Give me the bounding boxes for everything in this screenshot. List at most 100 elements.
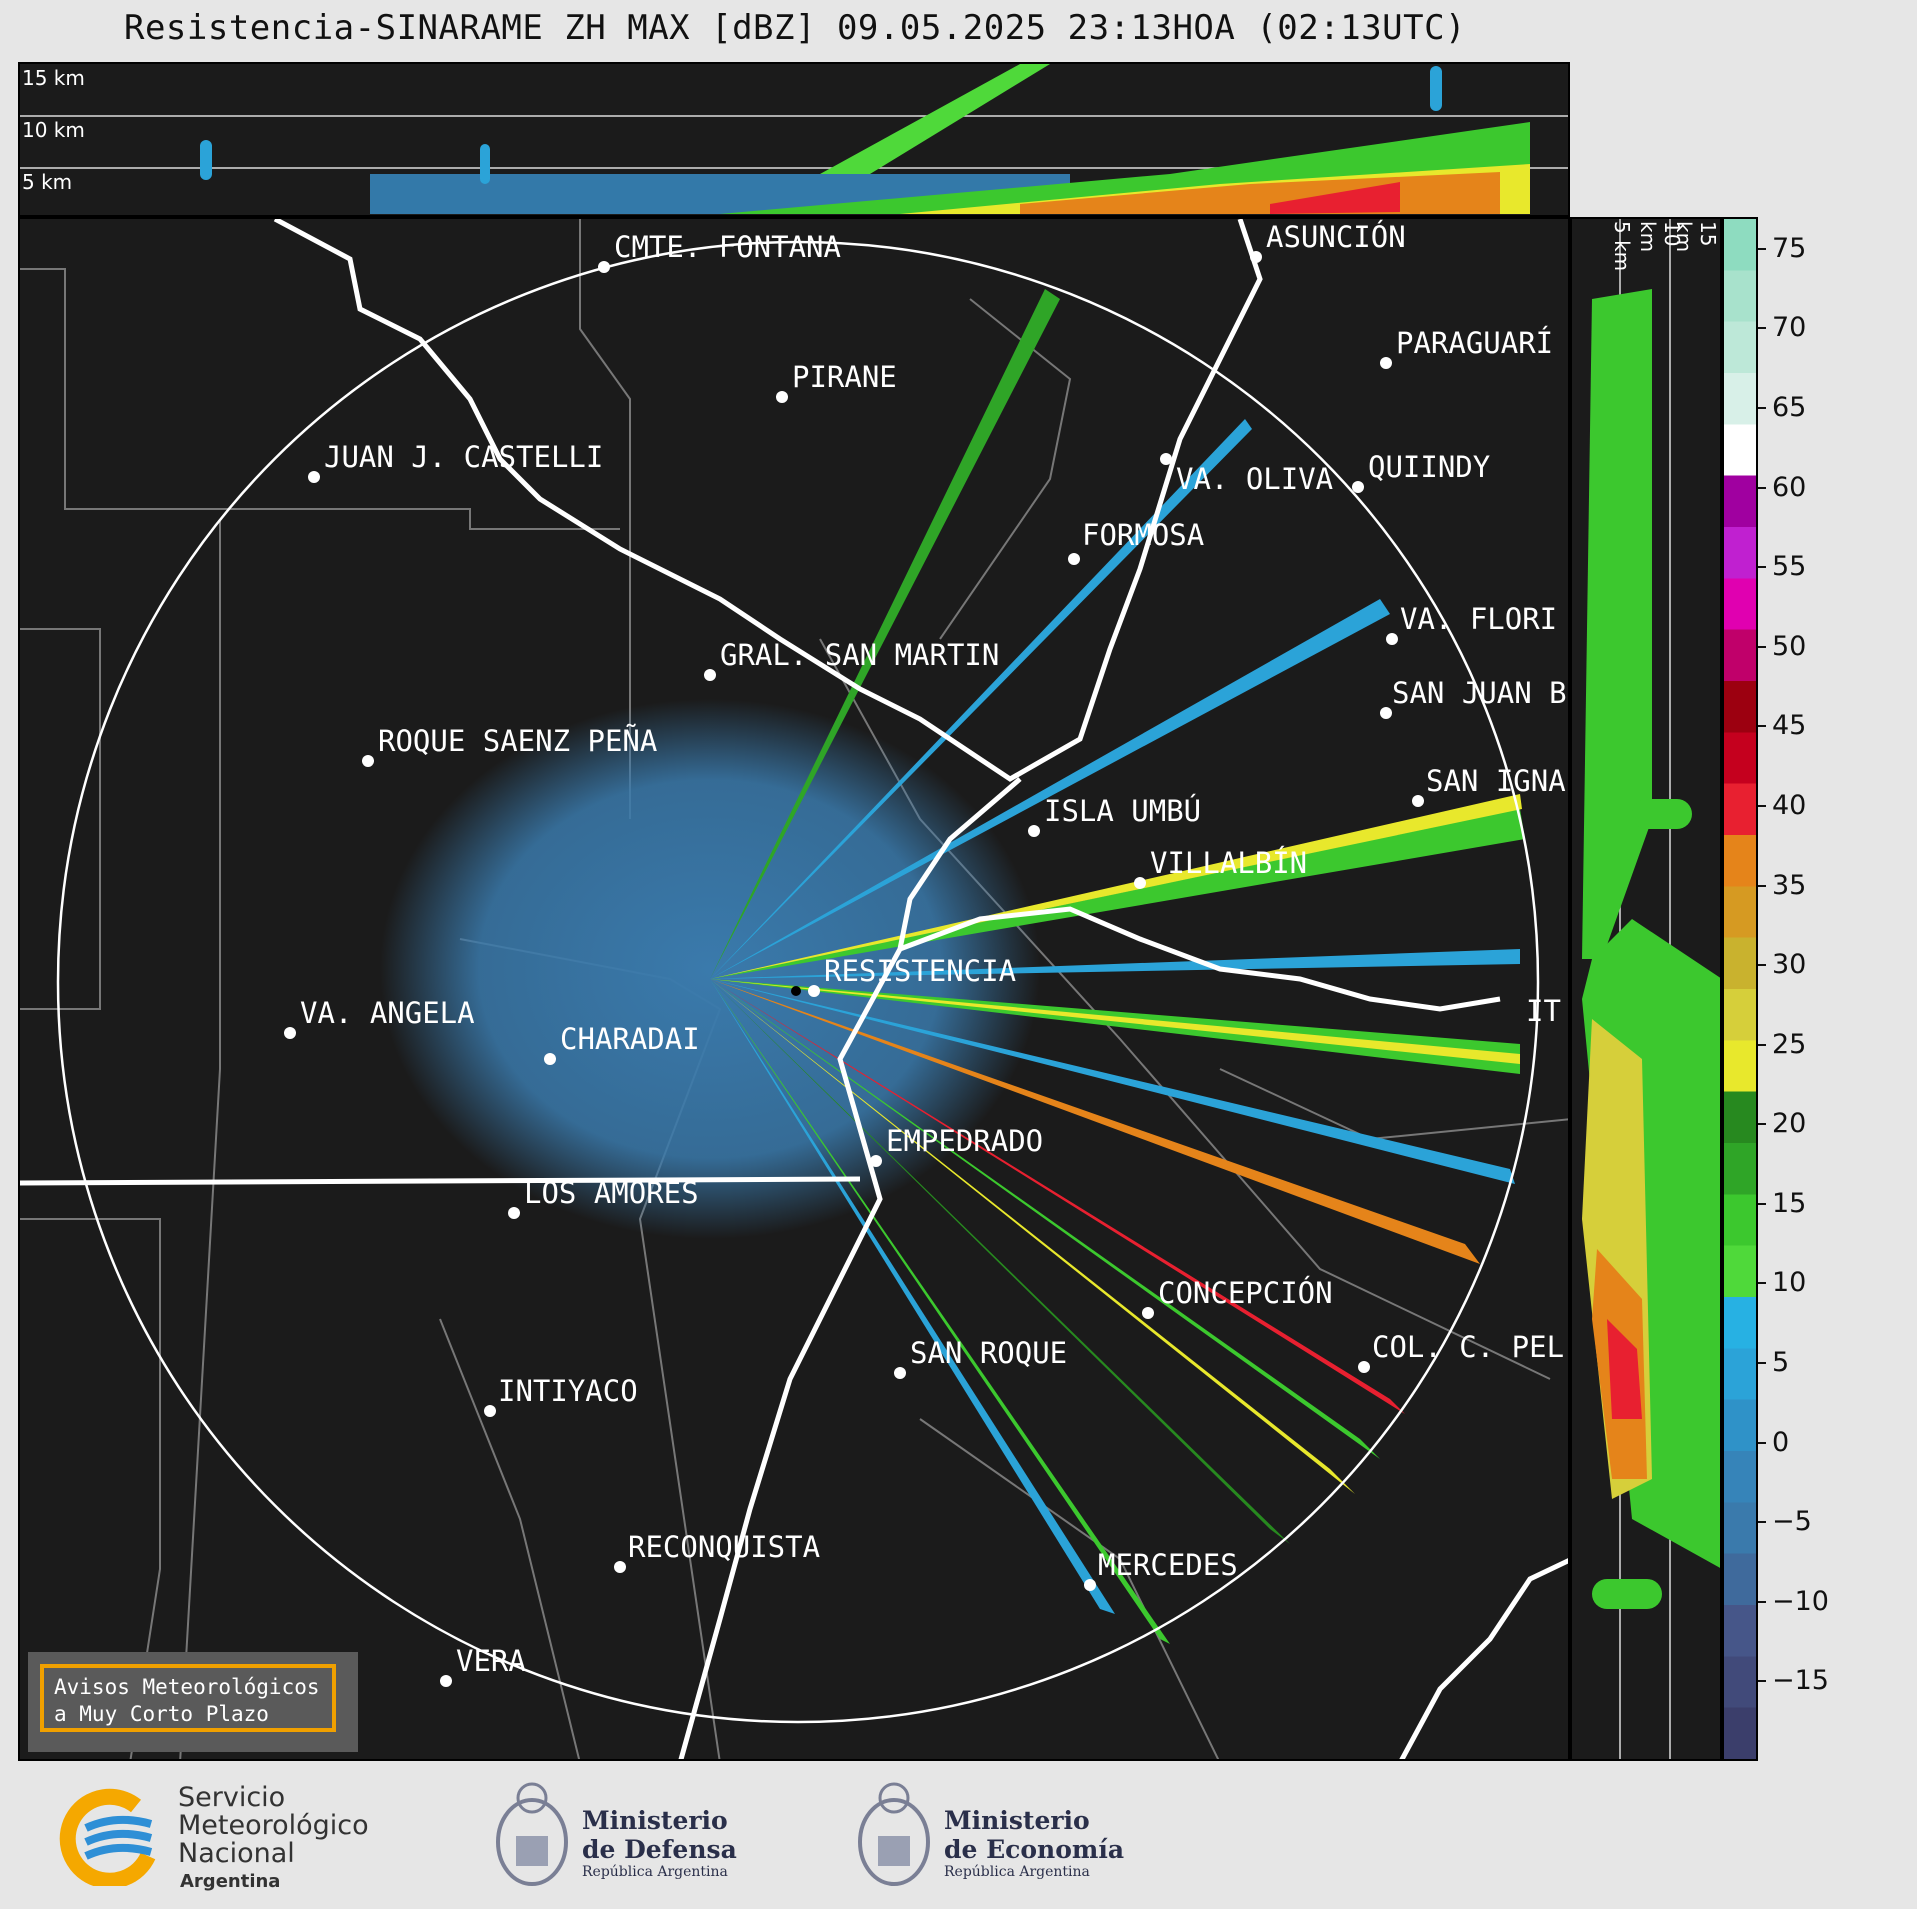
city-label: COL. C. PEL: [1372, 1330, 1564, 1364]
colorbar-tick-mark: [1758, 1521, 1766, 1524]
warning-box[interactable]: Avisos Meteorológicos a Muy Corto Plazo: [28, 1652, 358, 1752]
top-cross-section-graphic: [20, 64, 1568, 214]
colorbar-tick-mark: [1758, 645, 1766, 648]
city-label: SAN ROQUE: [910, 1336, 1067, 1370]
footer-logos: Servicio Meteorológico Nacional Argentin…: [0, 1762, 1917, 1909]
colorbar-tick-mark: [1758, 725, 1766, 728]
colorbar-tick-label: −5: [1772, 1506, 1812, 1538]
colorbar-tick-label: −10: [1772, 1585, 1829, 1617]
right-cross-section-graphic: [1582, 219, 1720, 1759]
smn-line-4: Argentina: [180, 1871, 281, 1892]
colorbar-tick-label: 5: [1772, 1347, 1790, 1379]
city-label: VERA: [456, 1644, 526, 1678]
right-cross-section-panel: 5 km 10 km 15 km: [1570, 217, 1722, 1761]
radar-map[interactable]: CMTE. FONTANA ASUNCIÓN PIRANE PARAGUARÍ …: [18, 217, 1570, 1761]
city-label: CMTE. FONTANA: [614, 230, 841, 264]
radar-beams: [710, 289, 1525, 1644]
city-label: VA. ANGELA: [300, 996, 475, 1030]
economia-seal-icon: [858, 1782, 930, 1886]
colorbar-tick-mark: [1758, 407, 1766, 409]
colorbar-tick-label: 55: [1772, 551, 1807, 583]
top-height-label-10: 10 km: [22, 118, 85, 142]
warning-inner[interactable]: Avisos Meteorológicos a Muy Corto Plazo: [40, 1664, 336, 1732]
smn-text: Servicio Meteorológico Nacional Argentin…: [178, 1784, 369, 1896]
smn-line-2: Meteorológico: [178, 1810, 369, 1841]
colorbar-tick-mark: [1758, 566, 1766, 569]
city-label: JUAN J. CASTELLI: [324, 440, 603, 474]
city-label: LOS AMORES: [524, 1176, 699, 1210]
city-label: EMPEDRADO: [886, 1124, 1043, 1158]
colorbar-tick-mark: [1758, 884, 1766, 887]
right-height-label-5: 5 km: [1610, 221, 1634, 272]
city-label: VA. FLORI: [1400, 602, 1557, 636]
defensa-text: Ministerio de Defensa República Argentin…: [582, 1806, 737, 1880]
colorbar-tick-mark: [1758, 1282, 1766, 1285]
smn-logo-icon: [59, 1788, 156, 1886]
defensa-line-3: República Argentina: [582, 1864, 728, 1880]
city-label: ROQUE SAENZ PEÑA: [378, 724, 657, 758]
borders-rivers: [20, 219, 1568, 1759]
warning-line-2: a Muy Corto Plazo: [54, 1702, 269, 1726]
colorbar-tick-label: 15: [1772, 1187, 1807, 1219]
defensa-line-2: de Defensa: [582, 1835, 737, 1864]
city-label: ASUNCIÓN: [1266, 220, 1406, 254]
top-height-label-15: 15 km: [22, 66, 85, 90]
colorbar-tick-mark: [1758, 1600, 1766, 1603]
colorbar-tick-label: 35: [1772, 869, 1807, 901]
economia-text: Ministerio de Economía República Argenti…: [944, 1806, 1124, 1880]
colorbar-tick-mark: [1758, 964, 1766, 967]
city-label: CONCEPCIÓN: [1158, 1276, 1333, 1310]
colorbar-tick-label: 45: [1772, 710, 1807, 742]
city-label: CHARADAI: [560, 1022, 700, 1056]
colorbar-tick-label: 0: [1772, 1426, 1790, 1458]
right-height-label-15: 15 km: [1672, 221, 1720, 253]
economia-line-1: Ministerio: [944, 1806, 1090, 1835]
range-ring: [56, 240, 1540, 1724]
city-label: GRAL. SAN MARTIN: [720, 638, 999, 672]
colorbar-tick-mark: [1758, 1043, 1766, 1046]
colorbar-tick-label: 10: [1772, 1267, 1807, 1299]
top-cross-section-panel: 15 km 10 km 5 km: [18, 62, 1570, 217]
city-label: INTIYACO: [498, 1374, 638, 1408]
colorbar-tick-mark: [1758, 247, 1766, 250]
city-label: SAN JUAN B: [1392, 676, 1567, 710]
city-markers: [284, 251, 1424, 1687]
city-label: SAN IGNA: [1426, 764, 1566, 798]
city-label: ISLA UMBÚ: [1044, 794, 1201, 828]
city-label: IT: [1526, 994, 1561, 1028]
city-label: PARAGUARÍ: [1396, 326, 1553, 360]
colorbar-tick-mark: [1758, 1202, 1766, 1205]
colorbar-tick-label: 30: [1772, 949, 1807, 981]
top-height-label-5: 5 km: [22, 170, 73, 194]
radar-echo-area: [380, 699, 1040, 1239]
colorbar-tick-mark: [1758, 327, 1766, 330]
economia-line-2: de Economía: [944, 1835, 1125, 1864]
city-label: QUIINDY: [1368, 450, 1490, 484]
city-label: RESISTENCIA: [824, 954, 1016, 988]
city-label: FORMOSA: [1082, 518, 1204, 552]
colorbar-tick-label: −15: [1772, 1665, 1829, 1697]
colorbar-tick-mark: [1758, 1123, 1766, 1126]
colorbar-tick-label: 40: [1772, 789, 1807, 821]
colorbar-tick-label: 65: [1772, 392, 1807, 423]
map-title: Resistencia-SINARAME ZH MAX [dBZ] 09.05.…: [123, 8, 1467, 48]
city-labels: CMTE. FONTANA ASUNCIÓN PIRANE PARAGUARÍ …: [300, 220, 1567, 1678]
economia-line-3: República Argentina: [944, 1864, 1090, 1880]
colorbar-tick-mark: [1758, 1362, 1766, 1365]
smn-line-1: Servicio: [178, 1782, 286, 1813]
city-label: VILLALBÍN: [1150, 846, 1307, 880]
colorbar-tick-mark: [1758, 804, 1766, 807]
city-label: MERCEDES: [1098, 1548, 1238, 1582]
colorbar-tick-label: 25: [1772, 1028, 1807, 1060]
defensa-seal-icon: [496, 1782, 568, 1886]
city-label: VA. OLIVA: [1176, 462, 1333, 496]
colorbar-tick-mark: [1758, 486, 1766, 489]
colorbar-tick-label: 70: [1772, 312, 1807, 344]
colorbar-tick-mark: [1758, 1441, 1766, 1444]
defensa-line-1: Ministerio: [582, 1806, 728, 1835]
colorbar-tick-label: 20: [1772, 1108, 1807, 1140]
dbz-colorbar: [1722, 217, 1758, 1761]
city-label: PIRANE: [792, 360, 897, 394]
colorbar-tick-label: 60: [1772, 471, 1807, 503]
smn-line-3: Nacional: [178, 1838, 295, 1869]
